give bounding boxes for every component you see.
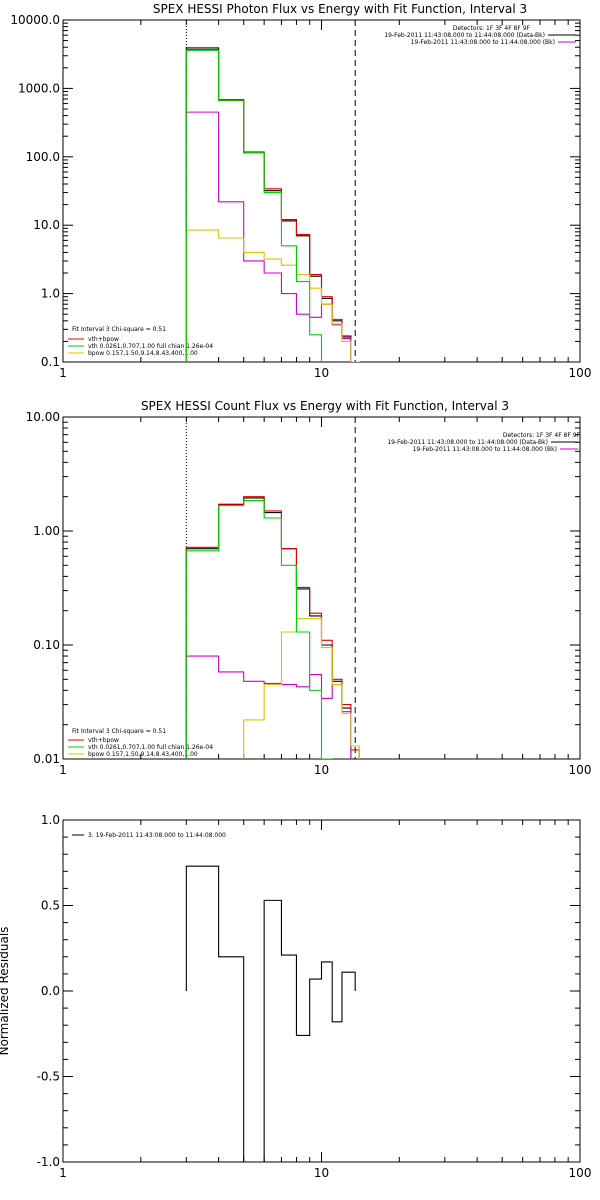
photon-series-vth — [185, 49, 323, 362]
photon-ytick-label-10.0: 10.0 — [33, 218, 60, 232]
count-xtick-label-100: 100 — [569, 763, 592, 777]
photon-legend-detectors: Detectors: 1F 3F 4F 8F 9F — [453, 25, 531, 32]
photon-ytick-label-0.1: 0.1 — [41, 355, 60, 369]
residuals-ytick-label--1.0: -1.0 — [37, 1155, 60, 1169]
count-series-vth — [185, 499, 333, 759]
photon-legend-left-2: bpow 0.157,1.50,9.14,8.43,400,1.00 — [88, 350, 198, 357]
photon-xtick-label-10: 10 — [314, 366, 329, 380]
count-ytick-label-10.00: 10.00 — [26, 410, 60, 424]
photon-legend-header: Fit Interval 3 Chi-square = 0.51 — [72, 326, 166, 333]
photon-ytick-label-10000.0: 10000.0 — [10, 13, 60, 27]
count-legend-left-0: vth+bpow — [88, 737, 119, 744]
photon-series-total — [185, 48, 360, 362]
count-flux-panel: SPEX HESSI Count Flux vs Energy with Fit… — [26, 399, 592, 777]
count-legend-left-2: bpow 0.157,1.50,9.14,8.43,400,1.00 — [88, 751, 198, 758]
count-ytick-label-0.01: 0.01 — [33, 752, 60, 766]
residuals-ylabel: Normalized Residuals — [0, 927, 11, 1056]
count-series-data — [185, 497, 352, 759]
photon-ytick-label-1.0: 1.0 — [41, 287, 60, 301]
photon-ytick-label-1000.0: 1000.0 — [18, 81, 60, 95]
photon-legend-right-0: 19-Feb-2011 11:43:08.000 to 11:44:08.000… — [384, 32, 545, 39]
count-legend-right-0: 19-Feb-2011 11:43:08.000 to 11:44:08.000… — [387, 439, 548, 446]
photon-legend-left-1: vth 0.0261,0.707,1.00 full chian 1.26e-0… — [88, 343, 213, 350]
residuals-legend: 3. 19-Feb-2011 11:43:08.000 to 11:44:08.… — [88, 832, 226, 839]
residuals-ytick-label-0.5: 0.5 — [41, 899, 60, 913]
count-xtick-label-1: 1 — [59, 763, 67, 777]
count-ytick-label-1.00: 1.00 — [33, 524, 60, 538]
residuals-ytick-label-0.0: 0.0 — [41, 984, 60, 998]
count-series-bkg — [185, 655, 352, 759]
photon-legend-right-1: 19-Feb-2011 11:43:08.000 to 11:44:08.000… — [411, 39, 555, 46]
count-flux-title: SPEX HESSI Count Flux vs Energy with Fit… — [141, 399, 509, 413]
photon-series-bpow — [185, 229, 360, 362]
count-xtick-label-10: 10 — [314, 763, 329, 777]
residuals-series-data — [185, 865, 356, 1162]
residuals-xtick-label-1: 1 — [59, 1166, 67, 1180]
photon-xtick-label-100: 100 — [569, 366, 592, 380]
residuals-ytick-label-1.0: 1.0 — [41, 813, 60, 827]
count-series-total — [185, 496, 360, 759]
residuals-xtick-label-10: 10 — [314, 1166, 329, 1180]
residuals-ytick-label--0.5: -0.5 — [37, 1070, 60, 1084]
photon-flux-title: SPEX HESSI Photon Flux vs Energy with Fi… — [153, 2, 527, 16]
count-ytick-label-0.10: 0.10 — [33, 638, 60, 652]
photon-series-bkg — [185, 111, 352, 362]
count-legend-header: Fit Interval 3 Chi-square = 0.51 — [72, 728, 166, 735]
count-legend-left-1: vth 0.0261,0.707,1.00 full chian 1.26e-0… — [88, 744, 213, 751]
residuals-frame — [62, 819, 581, 1163]
photon-xtick-label-1: 1 — [59, 366, 67, 380]
count-legend-detectors: Detectors: 1F 3F 4F 8F 9F — [503, 432, 581, 439]
residuals-xtick-label-100: 100 — [569, 1166, 592, 1180]
photon-series-data — [185, 47, 360, 362]
photon-flux-panel: SPEX HESSI Photon Flux vs Energy with Fi… — [10, 2, 592, 380]
photon-ytick-label-100.0: 100.0 — [26, 150, 60, 164]
count-legend-right-1: 19-Feb-2011 11:43:08.000 to 11:44:08.000… — [413, 446, 557, 453]
count-series-bpow — [243, 618, 360, 759]
residuals-panel: 3. 19-Feb-2011 11:43:08.000 to 11:44:08.… — [0, 813, 591, 1180]
photon-legend-left-0: vth+bpow — [88, 336, 119, 343]
